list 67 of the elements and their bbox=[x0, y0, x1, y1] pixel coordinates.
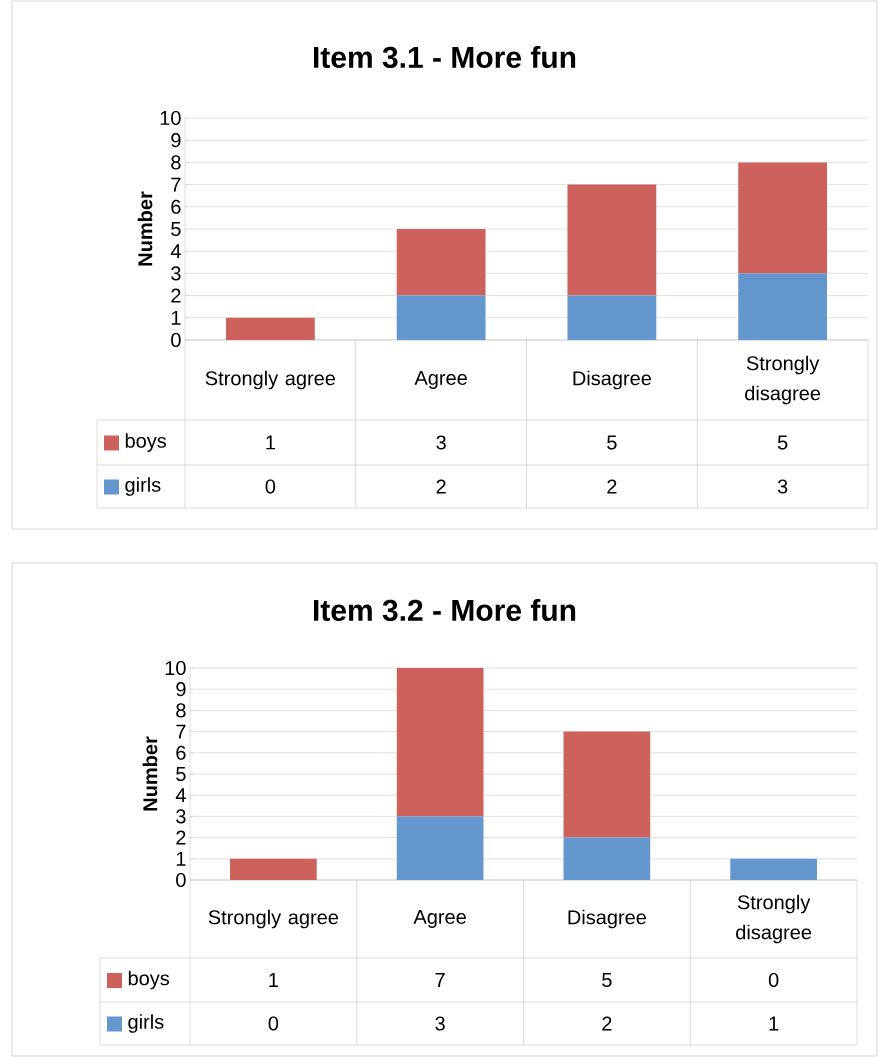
y-tick-label: 9 bbox=[171, 133, 181, 148]
bar bbox=[567, 184, 657, 296]
data-label: 3 bbox=[435, 1016, 445, 1031]
bar bbox=[396, 816, 484, 880]
y-tick-label: 3 bbox=[171, 266, 181, 281]
data-label: 2 bbox=[602, 1016, 612, 1031]
x-tick-label: Disagree bbox=[573, 370, 651, 390]
bar bbox=[230, 858, 317, 880]
x-tick-label: Strongly agree bbox=[208, 909, 339, 929]
y-tick-label: 5 bbox=[176, 767, 186, 781]
data-label: 0 bbox=[268, 1016, 279, 1031]
bar bbox=[738, 273, 828, 340]
x-tick-label: Disagree bbox=[568, 909, 646, 929]
bar bbox=[563, 837, 651, 880]
data-label: 5 bbox=[777, 435, 788, 450]
legend-label: girls bbox=[125, 477, 161, 496]
y-tick-label: 0 bbox=[171, 332, 181, 348]
bar bbox=[567, 295, 657, 340]
bar bbox=[396, 295, 486, 340]
data-label: 5 bbox=[607, 435, 617, 450]
chart-title: Item 3.2 - More fun bbox=[313, 598, 576, 622]
bar bbox=[396, 668, 484, 817]
data-label: 1 bbox=[269, 973, 278, 987]
chart-title: Item 3.1 - More fun bbox=[313, 45, 576, 69]
y-tick-label: 1 bbox=[176, 851, 186, 866]
y-axis-title: Number bbox=[137, 191, 153, 266]
data-label: 7 bbox=[435, 973, 445, 987]
legend-label: boys bbox=[128, 970, 170, 990]
x-tick-label: Agree bbox=[414, 371, 467, 389]
y-tick-label: 7 bbox=[176, 724, 186, 739]
y-tick-label: 0 bbox=[176, 872, 186, 888]
legend-label: boys bbox=[125, 433, 167, 452]
data-label: 3 bbox=[436, 435, 446, 450]
y-tick-label: 10 bbox=[165, 660, 186, 676]
x-tick-label: Agree bbox=[413, 910, 466, 928]
y-tick-label: 6 bbox=[171, 199, 181, 214]
y-tick-label: 1 bbox=[171, 310, 181, 325]
data-label: 0 bbox=[265, 479, 276, 494]
data-label: 5 bbox=[602, 973, 612, 987]
y-tick-label: 4 bbox=[175, 788, 186, 803]
y-tick-label: 2 bbox=[171, 288, 181, 303]
legend-label: girls bbox=[128, 1014, 164, 1033]
bar bbox=[730, 858, 817, 880]
y-tick-label: 2 bbox=[176, 830, 186, 845]
x-tick-label: Strongly agree bbox=[205, 370, 336, 390]
y-tick-label: 7 bbox=[171, 177, 181, 192]
y-tick-label: 5 bbox=[171, 222, 181, 236]
bar bbox=[738, 162, 828, 274]
data-label: 0 bbox=[768, 972, 779, 988]
data-label: 2 bbox=[607, 479, 617, 494]
data-label: 1 bbox=[266, 435, 275, 450]
bar bbox=[225, 317, 315, 340]
y-axis-title: Number bbox=[142, 736, 158, 811]
bar bbox=[396, 228, 486, 296]
bar bbox=[563, 731, 651, 838]
x-tick-label: Strongly disagree bbox=[745, 355, 821, 405]
y-tick-label: 3 bbox=[176, 809, 186, 824]
y-tick-label: 10 bbox=[160, 110, 181, 126]
x-tick-label: Strongly disagree bbox=[736, 894, 812, 944]
y-tick-label: 8 bbox=[171, 155, 181, 170]
data-label: 1 bbox=[769, 1016, 779, 1031]
y-tick-label: 6 bbox=[176, 745, 186, 760]
data-label: 3 bbox=[777, 479, 788, 494]
y-tick-label: 9 bbox=[176, 682, 186, 697]
y-tick-label: 8 bbox=[176, 703, 186, 718]
y-tick-label: 4 bbox=[170, 244, 181, 259]
data-label: 2 bbox=[436, 479, 446, 494]
